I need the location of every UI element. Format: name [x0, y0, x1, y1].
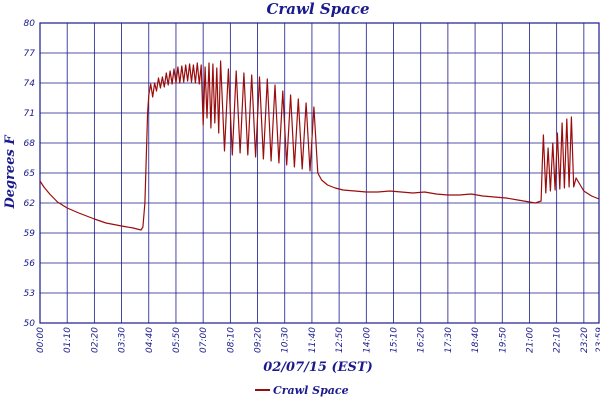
- y-tick-label: 59: [24, 229, 36, 239]
- y-tick-label: 80: [24, 19, 36, 29]
- series-line-crawl-space: [39, 60, 600, 231]
- y-tick-label: 74: [24, 79, 36, 89]
- x-tick-label: 08:10: [226, 327, 236, 353]
- x-tick-label: 23:59: [595, 327, 600, 353]
- y-tick-label: 65: [24, 169, 36, 179]
- y-tick-label: 50: [24, 319, 36, 329]
- x-tick-label: 22:10: [553, 327, 563, 353]
- x-axis-ticks: 00:00 01:10 02:20 03:30 04:40 05:50 07:00 08:10…: [36, 327, 600, 353]
- x-tick-label: 12:50: [335, 327, 345, 353]
- y-tick-label: 77: [24, 49, 36, 59]
- x-tick-label: 18:40: [471, 327, 481, 353]
- x-tick-label: 04:40: [145, 327, 155, 353]
- y-axis-label: Degrees F: [3, 135, 18, 210]
- y-tick-label: 56: [24, 259, 36, 269]
- legend: Crawl Space: [255, 384, 349, 397]
- legend-label: Crawl Space: [273, 384, 349, 397]
- x-tick-label: 19:50: [498, 327, 508, 353]
- x-tick-label: 17:30: [444, 327, 454, 353]
- x-tick-label: 21:00: [525, 327, 535, 353]
- x-tick-label: 05:50: [172, 327, 182, 353]
- x-tick-label: 10:30: [281, 327, 291, 353]
- y-tick-label: 62: [24, 199, 36, 209]
- x-tick-label: 11:40: [308, 327, 318, 353]
- x-tick-label: 14:00: [362, 327, 372, 353]
- x-axis-label: 02/07/15 (EST): [263, 360, 373, 375]
- x-tick-label: 01:10: [63, 327, 73, 353]
- x-tick-label: 23:20: [580, 327, 590, 353]
- y-tick-label: 53: [24, 289, 36, 299]
- y-tick-label: 68: [24, 139, 36, 149]
- x-tick-label: 15:10: [390, 327, 400, 353]
- plot-frame: [39, 22, 600, 324]
- x-tick-label: 00:00: [36, 327, 46, 353]
- chart-title: Crawl Space: [266, 0, 369, 18]
- x-tick-label: 07:00: [199, 327, 209, 353]
- x-tick-label: 03:30: [118, 327, 128, 353]
- x-tick-label: 02:20: [90, 327, 100, 353]
- y-axis-ticks: 50 53 56 59 62 65 68 71 74 77 80: [24, 19, 36, 329]
- x-tick-label: 09:20: [254, 327, 264, 353]
- y-tick-label: 71: [24, 109, 35, 119]
- x-tick-label: 16:20: [417, 327, 427, 353]
